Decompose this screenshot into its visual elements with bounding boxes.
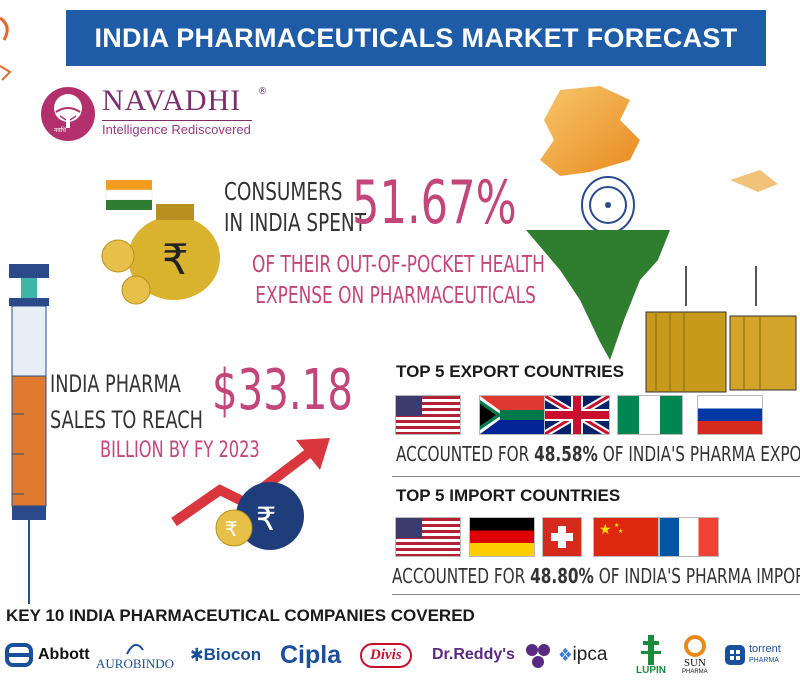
- drreddys-logo: Dr.Reddy's: [432, 630, 515, 680]
- corner-decoration: [0, 16, 12, 81]
- svg-text:★: ★: [618, 528, 623, 535]
- registered-mark: ®: [258, 86, 267, 97]
- consumers-line2: IN INDIA SPENT: [224, 208, 366, 237]
- sales-line2: SALES TO REACH: [50, 406, 203, 434]
- growth-arrow-money-icon: ₹ ₹: [171, 438, 330, 550]
- sun-pharma-logo: SUN PHARMA: [682, 630, 708, 680]
- switzerland-flag-icon: [543, 518, 581, 556]
- consumers-percent: 51.67%: [352, 168, 517, 238]
- consumers-line1: CONSUMERS: [224, 177, 343, 206]
- sun-name-bottom: PHARMA: [682, 669, 708, 675]
- biocon-name: Biocon: [203, 645, 262, 664]
- usa-flag-icon: [396, 518, 460, 556]
- nigeria-flag-icon: [618, 396, 682, 434]
- svg-text:₹: ₹: [256, 500, 276, 538]
- torrent-name-top: torrent: [749, 643, 781, 655]
- companies-heading: KEY 10 INDIA PHARMACEUTICAL COMPANIES CO…: [6, 606, 475, 625]
- brand-name: NAVADHI: [102, 84, 242, 117]
- consumers-line4: EXPENSE ON PHARMACEUTICALS: [255, 283, 536, 309]
- brand-divider: [102, 120, 252, 121]
- exports-share: 48.58%: [534, 442, 598, 466]
- abbott-name: Abbott: [38, 646, 90, 663]
- abbott-symbol-icon: [5, 643, 33, 667]
- aurobindo-symbol-icon: [126, 643, 144, 655]
- torrent-logo: torrent PHARMA: [724, 630, 781, 680]
- divis-logo: Divis: [360, 630, 412, 680]
- emblem-text: नवधि: [54, 127, 66, 134]
- money-bag-rupee-icon: ₹: [101, 180, 220, 305]
- sales-text-block: INDIA PHARMA SALES TO REACH: [50, 366, 203, 438]
- page-title: INDIA PHARMACEUTICALS MARKET FORECAST: [94, 22, 738, 53]
- consumers-line3: OF THEIR OUT-OF-POCKET HEALTH: [252, 252, 545, 278]
- drreddys-name: Dr.Reddy's: [432, 646, 515, 663]
- svg-text:★: ★: [599, 522, 612, 538]
- navadhi-logo: नवधि NAVADHI ® Intelligence Rediscovered: [40, 84, 280, 146]
- ipca-name: ipca: [572, 644, 608, 665]
- france-flag-icon: [660, 518, 718, 556]
- svg-text:★: ★: [614, 522, 619, 529]
- lupin-logo: LUPIN: [636, 630, 666, 680]
- abbott-logo: Abbott: [4, 630, 90, 680]
- germany-flag-icon: [470, 518, 534, 556]
- svg-text:₹: ₹: [225, 517, 238, 541]
- ipca-symbol-icon: ❖: [558, 644, 573, 666]
- exports-suffix: OF INDIA'S PHARMA EXPORTS: [602, 442, 800, 466]
- section-divider: [392, 476, 800, 477]
- imports-heading: TOP 5 IMPORT COUNTRIES: [396, 486, 621, 505]
- uk-flag-icon: [545, 396, 609, 434]
- torrent-symbol-icon: [725, 645, 745, 665]
- sun-symbol-icon: [683, 635, 706, 657]
- cipla-logo: Cipla: [280, 630, 341, 680]
- exports-heading: TOP 5 EXPORT COUNTRIES: [396, 362, 624, 381]
- biocon-logo: ✱ Biocon: [190, 630, 261, 680]
- drreddys-symbol-icon: [526, 644, 550, 668]
- biocon-symbol-icon: ✱: [190, 644, 204, 666]
- svg-text:₹: ₹: [162, 235, 189, 284]
- china-flag-icon: ★ ★ ★: [594, 518, 658, 556]
- sales-line1: INDIA PHARMA: [50, 370, 181, 398]
- cargo-containers-illustration: [645, 266, 797, 393]
- lupin-symbol-icon: [641, 634, 661, 665]
- divis-name: Divis: [360, 642, 412, 668]
- syringe-icon: [9, 264, 49, 604]
- sun-name-top: SUN: [683, 657, 706, 669]
- aurobindo-logo: AUROBINDO: [96, 630, 174, 680]
- south-africa-flag-icon: [480, 396, 544, 434]
- imports-summary: ACCOUNTED FOR 48.80% OF INDIA'S PHARMA I…: [392, 564, 800, 588]
- sales-line3: BILLION BY FY 2023: [100, 438, 260, 463]
- imports-suffix: OF INDIA'S PHARMA IMPORTS: [598, 564, 800, 588]
- aurobindo-name: AUROBINDO: [96, 656, 174, 671]
- exports-summary: ACCOUNTED FOR 48.58% OF INDIA'S PHARMA E…: [396, 442, 800, 466]
- drreddys-symbol: [522, 630, 554, 680]
- cipla-name: Cipla: [280, 640, 342, 669]
- india-map-illustration: [526, 86, 778, 360]
- consumers-text-block: CONSUMERS IN INDIA SPENT: [224, 176, 366, 238]
- lupin-name: LUPIN: [636, 664, 666, 676]
- ipca-logo: ❖ ipca: [558, 630, 607, 680]
- tree-emblem-icon: [41, 87, 95, 141]
- exports-prefix: ACCOUNTED FOR: [396, 442, 535, 466]
- sales-amount: $33.18: [212, 358, 353, 423]
- imports-share: 48.80%: [530, 564, 594, 588]
- usa-flag-icon: [396, 396, 460, 434]
- section-divider: [392, 594, 800, 595]
- russia-flag-icon: [698, 396, 762, 434]
- imports-prefix: ACCOUNTED FOR: [392, 564, 531, 588]
- torrent-name-bottom: PHARMA: [749, 657, 779, 664]
- title-banner: INDIA PHARMACEUTICALS MARKET FORECAST: [66, 10, 766, 66]
- brand-tagline: Intelligence Rediscovered: [102, 122, 251, 137]
- consumers-text-block-2: OF THEIR OUT-OF-POCKET HEALTH EXPENSE ON…: [252, 250, 545, 312]
